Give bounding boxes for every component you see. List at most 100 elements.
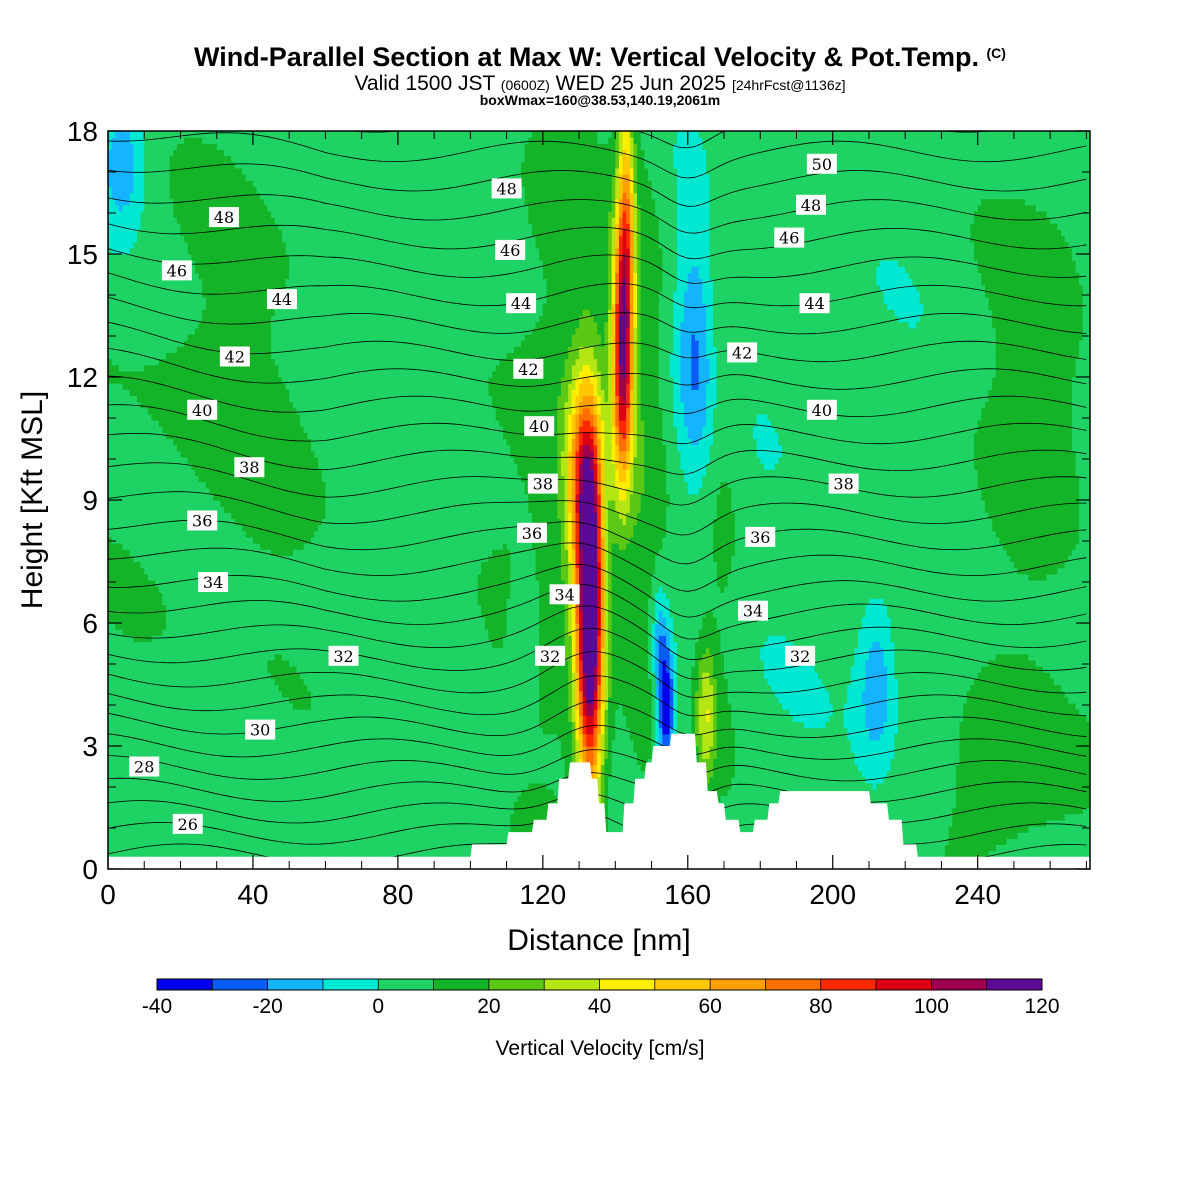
velocity-cell — [151, 789, 155, 796]
velocity-cell — [180, 623, 184, 630]
velocity-cell — [224, 703, 228, 710]
velocity-cell — [206, 543, 210, 550]
velocity-cell — [209, 678, 213, 685]
velocity-cell — [191, 199, 195, 206]
velocity-cell — [159, 746, 163, 753]
velocity-cell — [126, 334, 130, 341]
velocity-cell — [224, 143, 228, 150]
velocity-cell — [141, 316, 145, 323]
velocity-cell — [133, 660, 137, 667]
velocity-cell — [246, 149, 250, 156]
velocity-cell — [162, 149, 166, 156]
velocity-cell — [206, 334, 210, 341]
velocity-cell — [133, 408, 137, 415]
velocity-cell — [151, 641, 155, 648]
velocity-cell — [235, 322, 239, 329]
velocity-cell — [191, 303, 195, 310]
velocity-cell — [220, 740, 224, 747]
velocity-cell — [155, 143, 159, 150]
velocity-cell — [155, 217, 159, 224]
velocity-cell — [115, 340, 119, 347]
velocity-cell — [213, 389, 217, 396]
velocity-cell — [235, 691, 239, 698]
velocity-cell — [217, 500, 221, 507]
velocity-cell — [173, 777, 177, 784]
velocity-cell — [151, 297, 155, 304]
velocity-cell — [228, 254, 232, 261]
velocity-cell — [141, 426, 145, 433]
velocity-cell — [195, 648, 199, 655]
velocity-cell — [137, 482, 141, 489]
velocity-cell — [238, 162, 242, 169]
velocity-cell — [170, 851, 174, 858]
velocity-cell — [137, 562, 141, 569]
velocity-cell — [119, 193, 123, 200]
velocity-cell — [151, 851, 155, 858]
velocity-cell — [112, 549, 116, 556]
velocity-cell — [180, 475, 184, 482]
velocity-cell — [224, 180, 228, 187]
velocity-cell — [173, 549, 177, 556]
velocity-cell — [246, 322, 250, 329]
velocity-cell — [115, 432, 119, 439]
velocity-cell — [228, 617, 232, 624]
velocity-cell — [112, 568, 116, 575]
velocity-cell — [173, 352, 177, 359]
velocity-cell — [188, 346, 192, 353]
velocity-cell — [126, 838, 130, 845]
velocity-cell — [213, 715, 217, 722]
velocity-cell — [159, 629, 163, 636]
velocity-cell — [231, 445, 235, 452]
velocity-cell — [133, 365, 137, 372]
velocity-cell — [133, 500, 137, 507]
velocity-cell — [159, 162, 163, 169]
velocity-cell — [180, 346, 184, 353]
velocity-cell — [231, 149, 235, 156]
velocity-cell — [209, 666, 213, 673]
velocity-cell — [177, 211, 181, 218]
velocity-cell — [206, 180, 210, 187]
velocity-cell — [166, 242, 170, 249]
velocity-cell — [126, 666, 130, 673]
velocity-cell — [217, 697, 221, 704]
velocity-cell — [151, 801, 155, 808]
velocity-cell — [180, 426, 184, 433]
velocity-cell — [213, 820, 217, 827]
velocity-cell — [235, 635, 239, 642]
velocity-cell — [242, 697, 246, 704]
velocity-cell — [115, 352, 119, 359]
velocity-cell — [122, 193, 126, 200]
velocity-cell — [141, 266, 145, 273]
velocity-cell — [119, 648, 123, 655]
velocity-cell — [188, 844, 192, 851]
velocity-cell — [209, 156, 213, 163]
velocity-cell — [122, 678, 126, 685]
velocity-cell — [184, 629, 188, 636]
velocity-cell — [112, 432, 116, 439]
velocity-cell — [228, 703, 232, 710]
velocity-cell — [224, 260, 228, 267]
velocity-cell — [242, 783, 246, 790]
velocity-cell — [155, 236, 159, 243]
velocity-cell — [148, 291, 152, 298]
velocity-cell — [246, 242, 250, 249]
velocity-cell — [112, 764, 116, 771]
velocity-cell — [133, 334, 137, 341]
velocity-cell — [184, 777, 188, 784]
velocity-cell — [148, 623, 152, 630]
velocity-cell — [112, 715, 116, 722]
velocity-cell — [155, 820, 159, 827]
velocity-cell — [184, 475, 188, 482]
velocity-cell — [246, 678, 250, 685]
velocity-cell — [235, 617, 239, 624]
velocity-cell — [249, 236, 253, 243]
velocity-cell — [202, 641, 206, 648]
velocity-cell — [249, 685, 253, 692]
velocity-cell — [137, 592, 141, 599]
velocity-cell — [235, 143, 239, 150]
velocity-cell — [253, 531, 257, 538]
velocity-cell — [166, 389, 170, 396]
velocity-cell — [206, 168, 210, 175]
velocity-cell — [249, 309, 253, 316]
velocity-cell — [159, 832, 163, 839]
